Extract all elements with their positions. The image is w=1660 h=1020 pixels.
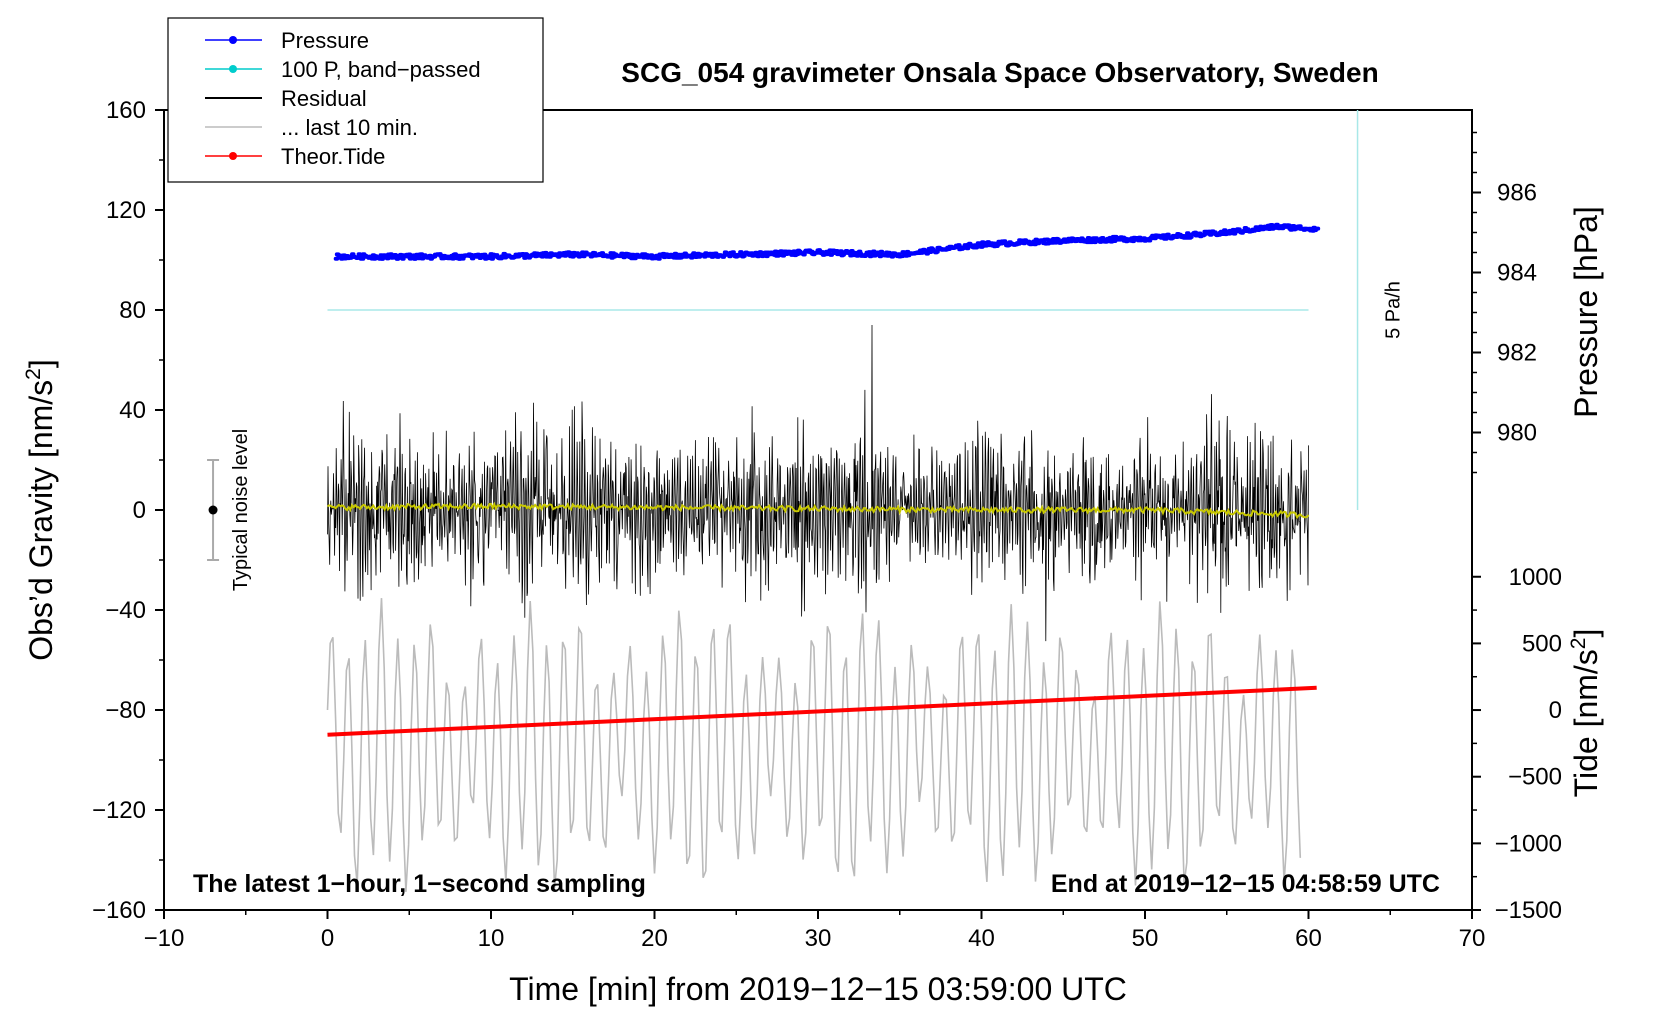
- tide-tick-label: −1500: [1495, 897, 1562, 924]
- y-tick-label: −160: [92, 897, 146, 924]
- residual-line: [327, 324, 1309, 642]
- scale-bar: 5 Pa/h: [1356, 110, 1405, 510]
- x-axis-title: Time [min] from 2019−12−15 03:59:00 UTC: [509, 971, 1127, 1007]
- y-tick-label: 120: [106, 197, 146, 224]
- y-tick-label: −80: [105, 697, 146, 724]
- x-tick-label: 20: [641, 925, 668, 952]
- corner-note-right: End at 2019−12−15 04:58:59 UTC: [1051, 870, 1440, 898]
- x-tick-label: 0: [321, 925, 334, 952]
- x-tick-label: 40: [968, 925, 995, 952]
- y-tick-label: 0: [133, 497, 146, 524]
- ticks-layer: −10 0 10 20 30 40 50 60 70 −160 −120 −80 −40 0 40 80 120…: [92, 97, 1562, 952]
- tide-tick-label: −1000: [1495, 830, 1562, 857]
- x-tick-label: 30: [805, 925, 832, 952]
- noise-label: Typical noise level: [230, 429, 252, 591]
- x-tick-label: 10: [478, 925, 505, 952]
- tide-tick-label: −500: [1508, 764, 1562, 791]
- tide-tick-label: 0: [1549, 697, 1562, 724]
- corner-note-left: The latest 1−hour, 1−second sampling: [193, 870, 646, 898]
- legend-marker: [229, 36, 237, 44]
- tide-tick-label: 500: [1522, 630, 1562, 657]
- pressure-tick-label: 982: [1497, 340, 1537, 367]
- y-tick-label: 80: [119, 297, 146, 324]
- x-tick-label: 50: [1132, 925, 1159, 952]
- x-tick-label: 70: [1459, 925, 1486, 952]
- y-axis-title: Obs’d Gravity [nm/s2]: [22, 359, 59, 661]
- legend: Pressure 100 P, band−passed Residual ... la…: [167, 17, 544, 183]
- pressure-line: [333, 222, 1321, 261]
- y-tick-label: 40: [119, 397, 146, 424]
- legend-label: Pressure: [281, 28, 369, 53]
- legend-marker: [229, 65, 237, 73]
- tide-tick-label: 1000: [1509, 564, 1562, 591]
- legend-label: 100 P, band−passed: [281, 57, 481, 82]
- legend-marker: [229, 152, 237, 160]
- legend-label: ... last 10 min.: [281, 115, 418, 140]
- x-tick-label: 60: [1295, 925, 1322, 952]
- legend-label: Theor.Tide: [281, 144, 385, 169]
- tide-axis-title: Tide [nm/s2]: [1567, 629, 1604, 798]
- chart-title: SCG_054 gravimeter Onsala Space Observat…: [621, 57, 1378, 88]
- y-tick-label: 160: [106, 97, 146, 124]
- pressure-tick-label: 986: [1497, 180, 1537, 207]
- data-layer: [326, 222, 1321, 892]
- x-tick-label: −10: [144, 925, 185, 952]
- last-10-min-line: [326, 598, 1302, 892]
- theoretical-tide-line: [327, 685, 1317, 737]
- noise-marker: Typical noise level: [207, 429, 252, 591]
- y-tick-label: −40: [105, 597, 146, 624]
- pressure-tick-label: 984: [1497, 260, 1537, 287]
- noise-center-dot: [208, 505, 218, 515]
- residual-smoothed-line: [326, 501, 1310, 520]
- pressure-tick-label: 980: [1497, 420, 1537, 447]
- scale-bar-label: 5 Pa/h: [1383, 281, 1405, 339]
- legend-label: Residual: [281, 86, 367, 111]
- pressure-axis-title: Pressure [hPa]: [1568, 206, 1604, 418]
- y-tick-label: −120: [92, 797, 146, 824]
